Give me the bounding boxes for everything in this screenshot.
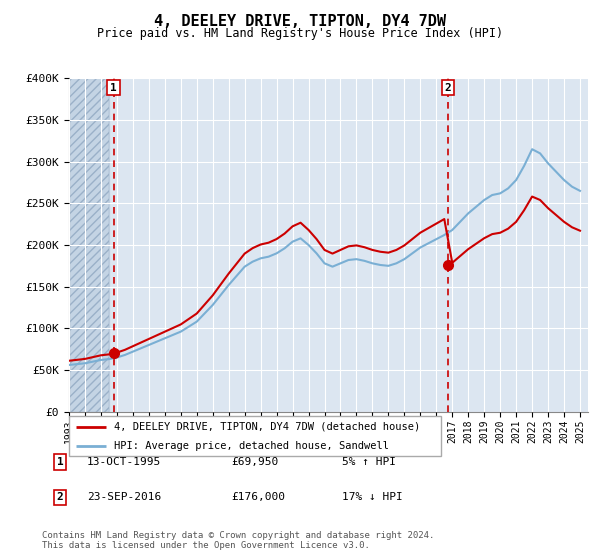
Text: Contains HM Land Registry data © Crown copyright and database right 2024.
This d: Contains HM Land Registry data © Crown c… bbox=[42, 531, 434, 550]
Text: 1: 1 bbox=[110, 82, 117, 92]
Bar bbox=[69, 78, 109, 412]
Text: 4, DEELEY DRIVE, TIPTON, DY4 7DW (detached house): 4, DEELEY DRIVE, TIPTON, DY4 7DW (detach… bbox=[113, 422, 420, 432]
Text: 4, DEELEY DRIVE, TIPTON, DY4 7DW: 4, DEELEY DRIVE, TIPTON, DY4 7DW bbox=[154, 14, 446, 29]
Text: 2: 2 bbox=[445, 82, 451, 92]
Text: 17% ↓ HPI: 17% ↓ HPI bbox=[342, 492, 403, 502]
Bar bbox=[69, 78, 109, 412]
FancyBboxPatch shape bbox=[69, 416, 441, 456]
Text: £69,950: £69,950 bbox=[231, 457, 278, 467]
Text: 2: 2 bbox=[56, 492, 64, 502]
Text: 5% ↑ HPI: 5% ↑ HPI bbox=[342, 457, 396, 467]
Text: £176,000: £176,000 bbox=[231, 492, 285, 502]
Text: 13-OCT-1995: 13-OCT-1995 bbox=[87, 457, 161, 467]
Text: 1: 1 bbox=[56, 457, 64, 467]
Text: HPI: Average price, detached house, Sandwell: HPI: Average price, detached house, Sand… bbox=[113, 441, 389, 451]
Text: Price paid vs. HM Land Registry's House Price Index (HPI): Price paid vs. HM Land Registry's House … bbox=[97, 27, 503, 40]
Text: 23-SEP-2016: 23-SEP-2016 bbox=[87, 492, 161, 502]
